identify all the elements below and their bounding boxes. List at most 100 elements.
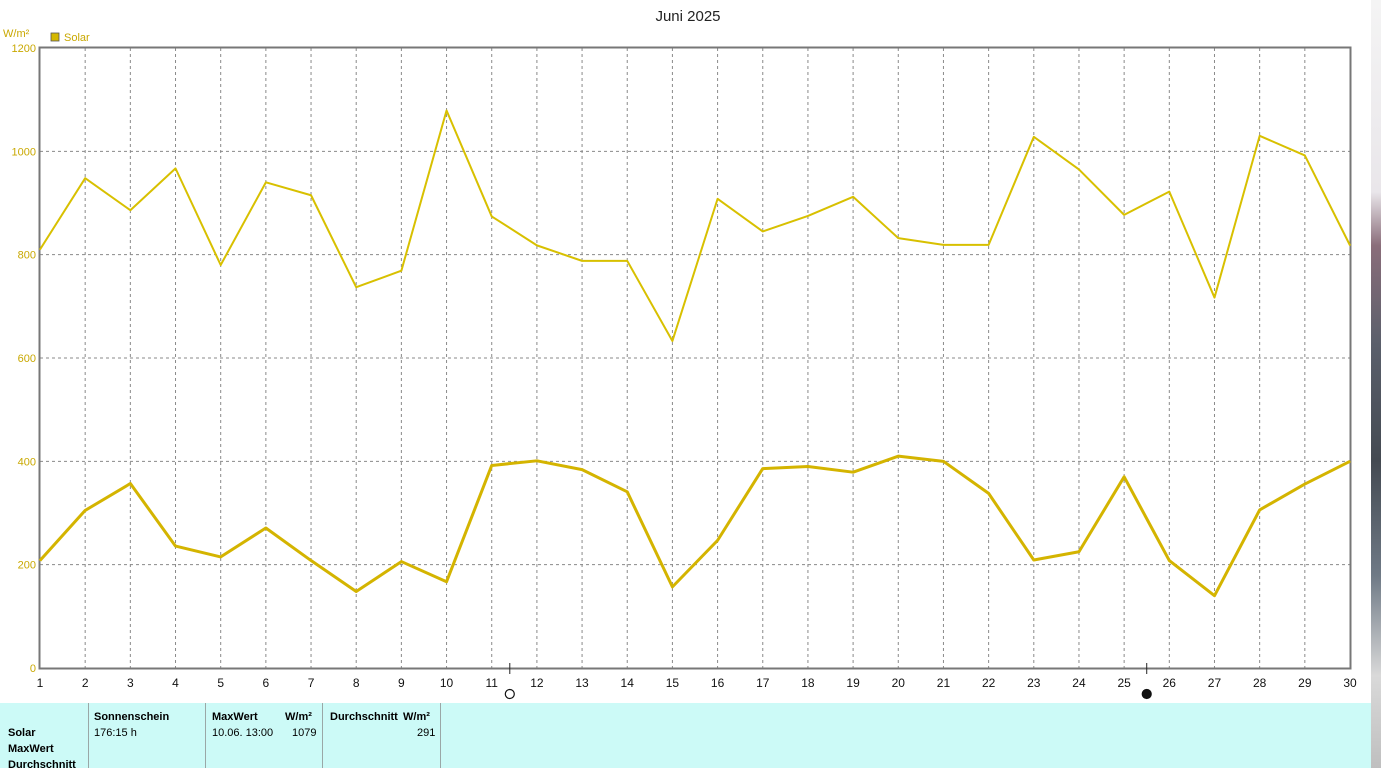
max-unit: W/m² (285, 711, 312, 723)
x-tick-label: 16 (711, 676, 725, 690)
y-tick-label: 200 (18, 560, 36, 572)
sunshine-column: Sonnenschein 176:15 h (89, 703, 206, 768)
y-axis-unit: W/m² (3, 28, 30, 40)
x-tick-label: 14 (621, 676, 635, 690)
x-tick-label: 28 (1253, 676, 1267, 690)
x-tick-label: 4 (172, 676, 179, 690)
data-point-average (355, 590, 357, 593)
x-tick-label: 23 (1027, 676, 1041, 690)
data-point-max (39, 248, 41, 251)
data-point-max (1123, 214, 1125, 216)
x-tick-label: 20 (892, 676, 906, 690)
data-point-max (716, 198, 719, 200)
legend-swatch (50, 32, 60, 42)
data-point-average (1259, 509, 1261, 511)
x-tick-label: 6 (263, 676, 270, 690)
data-point-max (1078, 168, 1080, 171)
x-tick-label: 27 (1208, 676, 1222, 690)
max-column: MaxWert W/m² 10.06. 13:00 1079 (206, 703, 323, 768)
data-point-max (852, 196, 854, 198)
y-tick-label: 1000 (12, 146, 36, 158)
data-point-average (1123, 476, 1125, 478)
x-tick-label: 9 (398, 676, 405, 690)
data-point-max (536, 244, 538, 246)
x-tick-label: 15 (666, 676, 680, 690)
data-point-average (39, 559, 41, 562)
data-point-max (897, 237, 899, 239)
x-tick-label: 3 (127, 676, 134, 690)
x-tick-label: 22 (982, 676, 996, 690)
data-point-max (265, 181, 267, 183)
x-tick-label: 10 (440, 676, 454, 690)
data-point-max (626, 260, 628, 262)
data-point-average (129, 482, 131, 485)
x-tick-label: 18 (801, 676, 815, 690)
x-tick-label: 1 (37, 676, 44, 690)
data-point-average (491, 464, 493, 467)
moon-phases (504, 663, 1152, 700)
data-point-max (762, 230, 764, 233)
data-point-max (671, 340, 674, 342)
x-tick-label: 25 (1117, 676, 1131, 690)
legend-label: Solar (64, 32, 90, 44)
data-point-average (1168, 559, 1170, 562)
data-point-average (220, 556, 222, 558)
data-point-max (1168, 191, 1170, 193)
solar-chart: Juni 2025 W/m² Solar 0200400600800100012… (3, 8, 1357, 700)
data-point-average (84, 509, 86, 512)
data-point-average (807, 465, 809, 468)
full-moon-icon (504, 688, 515, 700)
x-tick-label: 21 (937, 676, 951, 690)
data-point-max (942, 244, 945, 246)
data-point-max (355, 286, 357, 288)
y-tick-label: 400 (18, 456, 36, 468)
x-tick-label: 2 (82, 676, 89, 690)
data-point-average (310, 559, 312, 562)
desktop-background-edge (1371, 0, 1381, 768)
data-point-average (852, 471, 854, 473)
data-point-average (626, 491, 628, 493)
grid (40, 48, 1350, 668)
avg-column: Durchschnitt W/m² 291 (323, 703, 441, 768)
avg-unit: W/m² (403, 711, 430, 723)
data-point-average (581, 469, 583, 471)
data-point-average (445, 581, 448, 583)
series (38, 109, 1351, 598)
y-tick-label: 1200 (12, 43, 36, 55)
data-point-max (445, 109, 448, 112)
plot-frame (38, 46, 1352, 670)
y-tick-label: 800 (18, 250, 36, 262)
sunshine-header: Sonnenschein (94, 711, 170, 723)
x-tick-label: 26 (1163, 676, 1177, 690)
data-point-average (1349, 460, 1351, 462)
x-tick-label: 11 (485, 676, 498, 690)
x-tick-label: 8 (353, 676, 360, 690)
data-point-average (671, 586, 674, 588)
data-point-max (1213, 296, 1216, 299)
x-tick-label: 24 (1072, 676, 1086, 690)
data-point-max (220, 264, 222, 266)
x-tick-label: 5 (217, 676, 224, 690)
max-datetime: 10.06. 13:00 (212, 727, 274, 739)
data-point-average (1033, 559, 1035, 561)
data-point-average (988, 492, 990, 494)
data-point-average (265, 527, 267, 529)
data-point-max (400, 270, 402, 272)
data-point-average (1213, 595, 1216, 597)
data-point-max (1304, 154, 1306, 157)
data-point-average (942, 460, 945, 462)
x-tick-label: 17 (756, 676, 770, 690)
y-tick-label: 0 (30, 663, 36, 675)
y-tick-label: 600 (18, 353, 36, 365)
row-label-maxwert: MaxWert (8, 743, 54, 755)
data-point-max (491, 215, 493, 218)
data-point-max (988, 244, 990, 246)
series-line-average (38, 454, 1351, 598)
x-tick-label: 7 (308, 676, 315, 690)
data-point-average (1078, 551, 1080, 553)
data-point-average (536, 460, 538, 462)
x-tick-label: 19 (846, 676, 860, 690)
avg-header: Durchschnitt (330, 711, 398, 723)
data-point-max (1033, 136, 1035, 138)
x-tick-label: 30 (1343, 676, 1357, 690)
